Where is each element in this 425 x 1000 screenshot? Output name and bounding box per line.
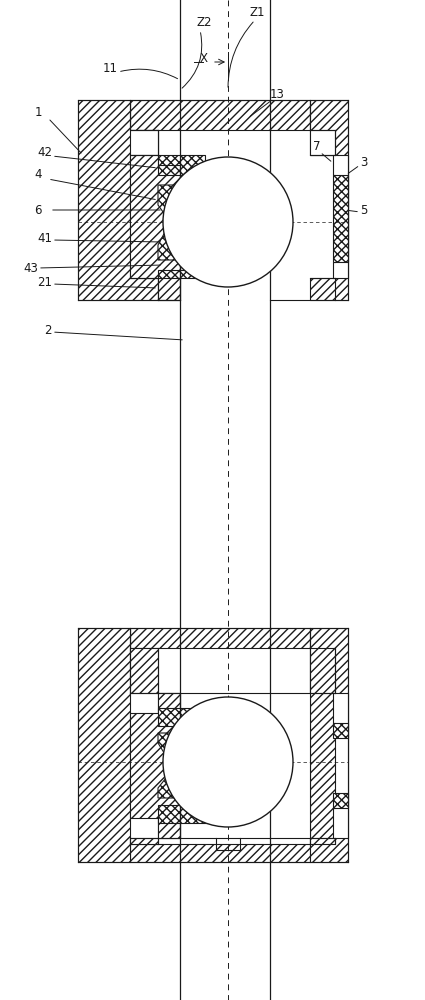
- Polygon shape: [310, 838, 335, 844]
- Polygon shape: [130, 693, 180, 838]
- Text: 4: 4: [34, 168, 42, 182]
- Text: Z2: Z2: [197, 15, 212, 28]
- Polygon shape: [130, 130, 158, 155]
- Text: 21: 21: [37, 275, 52, 288]
- Polygon shape: [158, 805, 215, 823]
- Polygon shape: [78, 100, 158, 300]
- Polygon shape: [310, 100, 348, 300]
- Polygon shape: [310, 648, 335, 693]
- Text: 11: 11: [103, 62, 118, 75]
- Polygon shape: [130, 155, 180, 300]
- Polygon shape: [158, 733, 225, 798]
- Polygon shape: [158, 155, 205, 175]
- Text: Z1: Z1: [250, 5, 266, 18]
- Polygon shape: [130, 844, 310, 862]
- Text: 6: 6: [34, 204, 42, 217]
- Text: 43: 43: [23, 261, 38, 274]
- Polygon shape: [158, 708, 215, 726]
- Polygon shape: [333, 693, 348, 838]
- Text: 42: 42: [37, 145, 52, 158]
- Circle shape: [163, 157, 293, 287]
- Polygon shape: [158, 185, 205, 260]
- Text: 13: 13: [270, 89, 285, 102]
- Polygon shape: [310, 628, 348, 862]
- Text: 3: 3: [360, 155, 367, 168]
- Polygon shape: [310, 130, 335, 155]
- Circle shape: [163, 697, 293, 827]
- Text: X: X: [200, 51, 208, 64]
- Polygon shape: [130, 648, 158, 693]
- Text: 5: 5: [360, 204, 367, 217]
- Polygon shape: [333, 793, 348, 808]
- Polygon shape: [158, 270, 205, 278]
- Polygon shape: [333, 723, 348, 738]
- Polygon shape: [130, 838, 158, 844]
- Polygon shape: [333, 175, 348, 262]
- Text: 1: 1: [34, 105, 42, 118]
- Polygon shape: [78, 628, 130, 862]
- Polygon shape: [333, 155, 348, 278]
- Text: 7: 7: [313, 140, 320, 153]
- Polygon shape: [130, 628, 310, 648]
- Polygon shape: [158, 693, 310, 838]
- Text: 41: 41: [37, 232, 52, 244]
- Text: 2: 2: [45, 324, 52, 336]
- Polygon shape: [130, 100, 310, 130]
